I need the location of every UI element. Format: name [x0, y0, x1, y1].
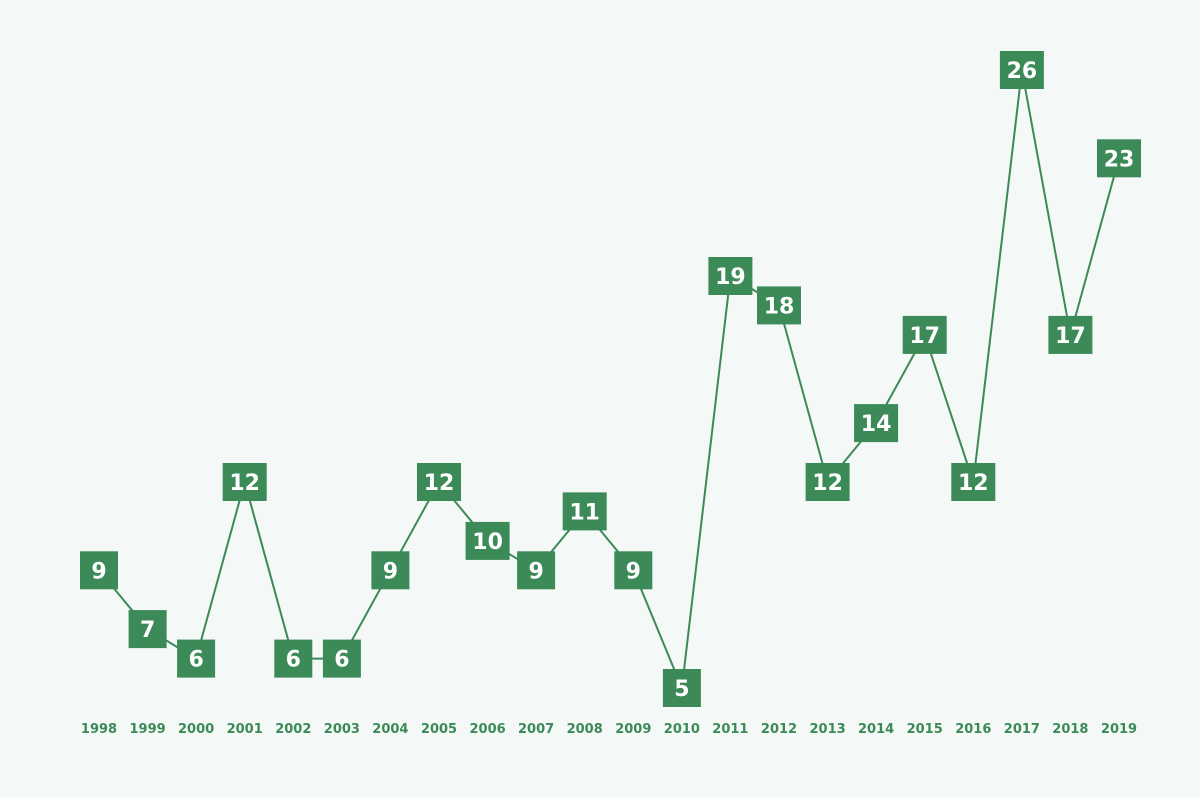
x-tick-label: 2000	[178, 722, 214, 737]
data-point-2018: 17	[1048, 315, 1093, 354]
data-point-2006: 10	[465, 521, 510, 560]
x-tick-label: 2010	[664, 722, 700, 737]
x-tick-label: 2002	[275, 722, 311, 737]
data-point-2005: 12	[417, 463, 461, 501]
data-label: 18	[764, 294, 795, 319]
data-marker	[517, 551, 556, 590]
data-label: 5	[674, 677, 689, 702]
data-marker	[662, 669, 701, 707]
data-point-2013: 12	[805, 463, 850, 501]
data-marker	[902, 315, 947, 354]
x-tick-label: 2006	[470, 722, 506, 737]
data-marker	[854, 404, 899, 443]
x-tick-label: 1998	[81, 722, 117, 737]
x-tick-label: 2017	[1004, 722, 1040, 737]
data-label: 10	[472, 530, 503, 555]
data-marker	[128, 610, 167, 649]
x-tick-label: 2016	[955, 722, 991, 737]
x-tick-label: 2012	[761, 722, 797, 737]
x-tick-label: 2005	[421, 722, 457, 737]
data-label: 12	[812, 471, 843, 496]
x-tick-label: 2008	[567, 722, 603, 737]
data-point-2017: 26	[999, 51, 1044, 89]
data-label: 9	[383, 559, 398, 584]
data-label: 9	[91, 559, 106, 584]
x-tick-label: 2015	[907, 722, 943, 737]
data-point-2015: 17	[902, 315, 947, 354]
data-label: 7	[140, 618, 155, 643]
x-axis-tick-labels: 1998 1999 2000 2001 2002 2003 2004 2005 2006 2007…	[81, 722, 1137, 737]
series-line	[98, 69, 1120, 689]
data-label: 12	[424, 471, 455, 496]
data-point-2016: 12	[951, 463, 996, 501]
data-marker	[562, 492, 607, 531]
x-tick-label: 1999	[130, 722, 166, 737]
series-line-layer	[98, 69, 1120, 689]
data-marker	[708, 257, 753, 295]
x-tick-label: 2007	[518, 722, 554, 737]
x-tick-label: 2019	[1101, 722, 1137, 737]
data-point-1998: 9	[80, 551, 118, 590]
data-marker	[614, 551, 653, 590]
data-marker	[1048, 315, 1093, 354]
x-tick-label: 2003	[324, 722, 360, 737]
data-marker	[951, 463, 996, 501]
data-point-2014: 14	[854, 404, 899, 443]
x-tick-label: 2014	[858, 722, 894, 737]
data-label: 12	[229, 471, 260, 496]
x-tick-label: 2004	[372, 722, 408, 737]
data-label: 6	[334, 648, 349, 673]
data-point-1999: 7	[128, 610, 167, 649]
data-label: 9	[626, 559, 641, 584]
data-label: 17	[1055, 324, 1086, 349]
data-label: 6	[286, 648, 301, 673]
data-point-2011: 19	[708, 257, 753, 295]
data-marker	[417, 463, 461, 501]
data-marker	[757, 286, 801, 325]
data-marker	[274, 639, 313, 678]
x-tick-label: 2009	[615, 722, 651, 737]
data-marker	[322, 639, 361, 678]
data-label: 23	[1104, 147, 1135, 172]
x-tick-label: 2001	[227, 722, 263, 737]
data-marker	[222, 463, 267, 501]
data-marker-layer: 9 7 6 12 6 6 9 12 10 9 11 9 5 19 18 12 14 17 12 26 17 23	[80, 51, 1141, 707]
data-point-2012: 18	[757, 286, 801, 325]
data-label: 9	[528, 559, 543, 584]
x-tick-label: 2018	[1052, 722, 1088, 737]
data-marker	[465, 521, 510, 560]
data-point-2000: 6	[177, 639, 216, 678]
data-label: 17	[909, 324, 940, 349]
data-point-2010: 5	[662, 669, 701, 707]
data-label: 12	[958, 471, 989, 496]
data-marker	[177, 639, 216, 678]
data-point-2004: 9	[371, 551, 410, 590]
data-point-2019: 23	[1097, 139, 1141, 178]
data-point-2009: 9	[614, 551, 653, 590]
data-point-2002: 6	[274, 639, 313, 678]
data-point-2008: 11	[562, 492, 607, 531]
data-marker	[999, 51, 1044, 89]
data-marker	[805, 463, 850, 501]
data-label: 26	[1007, 59, 1038, 84]
data-label: 19	[715, 265, 746, 290]
x-tick-label: 2011	[712, 722, 748, 737]
data-label: 11	[569, 500, 600, 525]
data-label: 6	[188, 648, 203, 673]
data-marker	[80, 551, 118, 590]
data-marker	[371, 551, 410, 590]
data-point-2007: 9	[517, 551, 556, 590]
x-tick-label: 2013	[810, 722, 846, 737]
data-point-2003: 6	[322, 639, 361, 678]
data-label: 14	[861, 412, 892, 437]
data-marker	[1097, 139, 1141, 178]
data-point-2001: 12	[222, 463, 267, 501]
